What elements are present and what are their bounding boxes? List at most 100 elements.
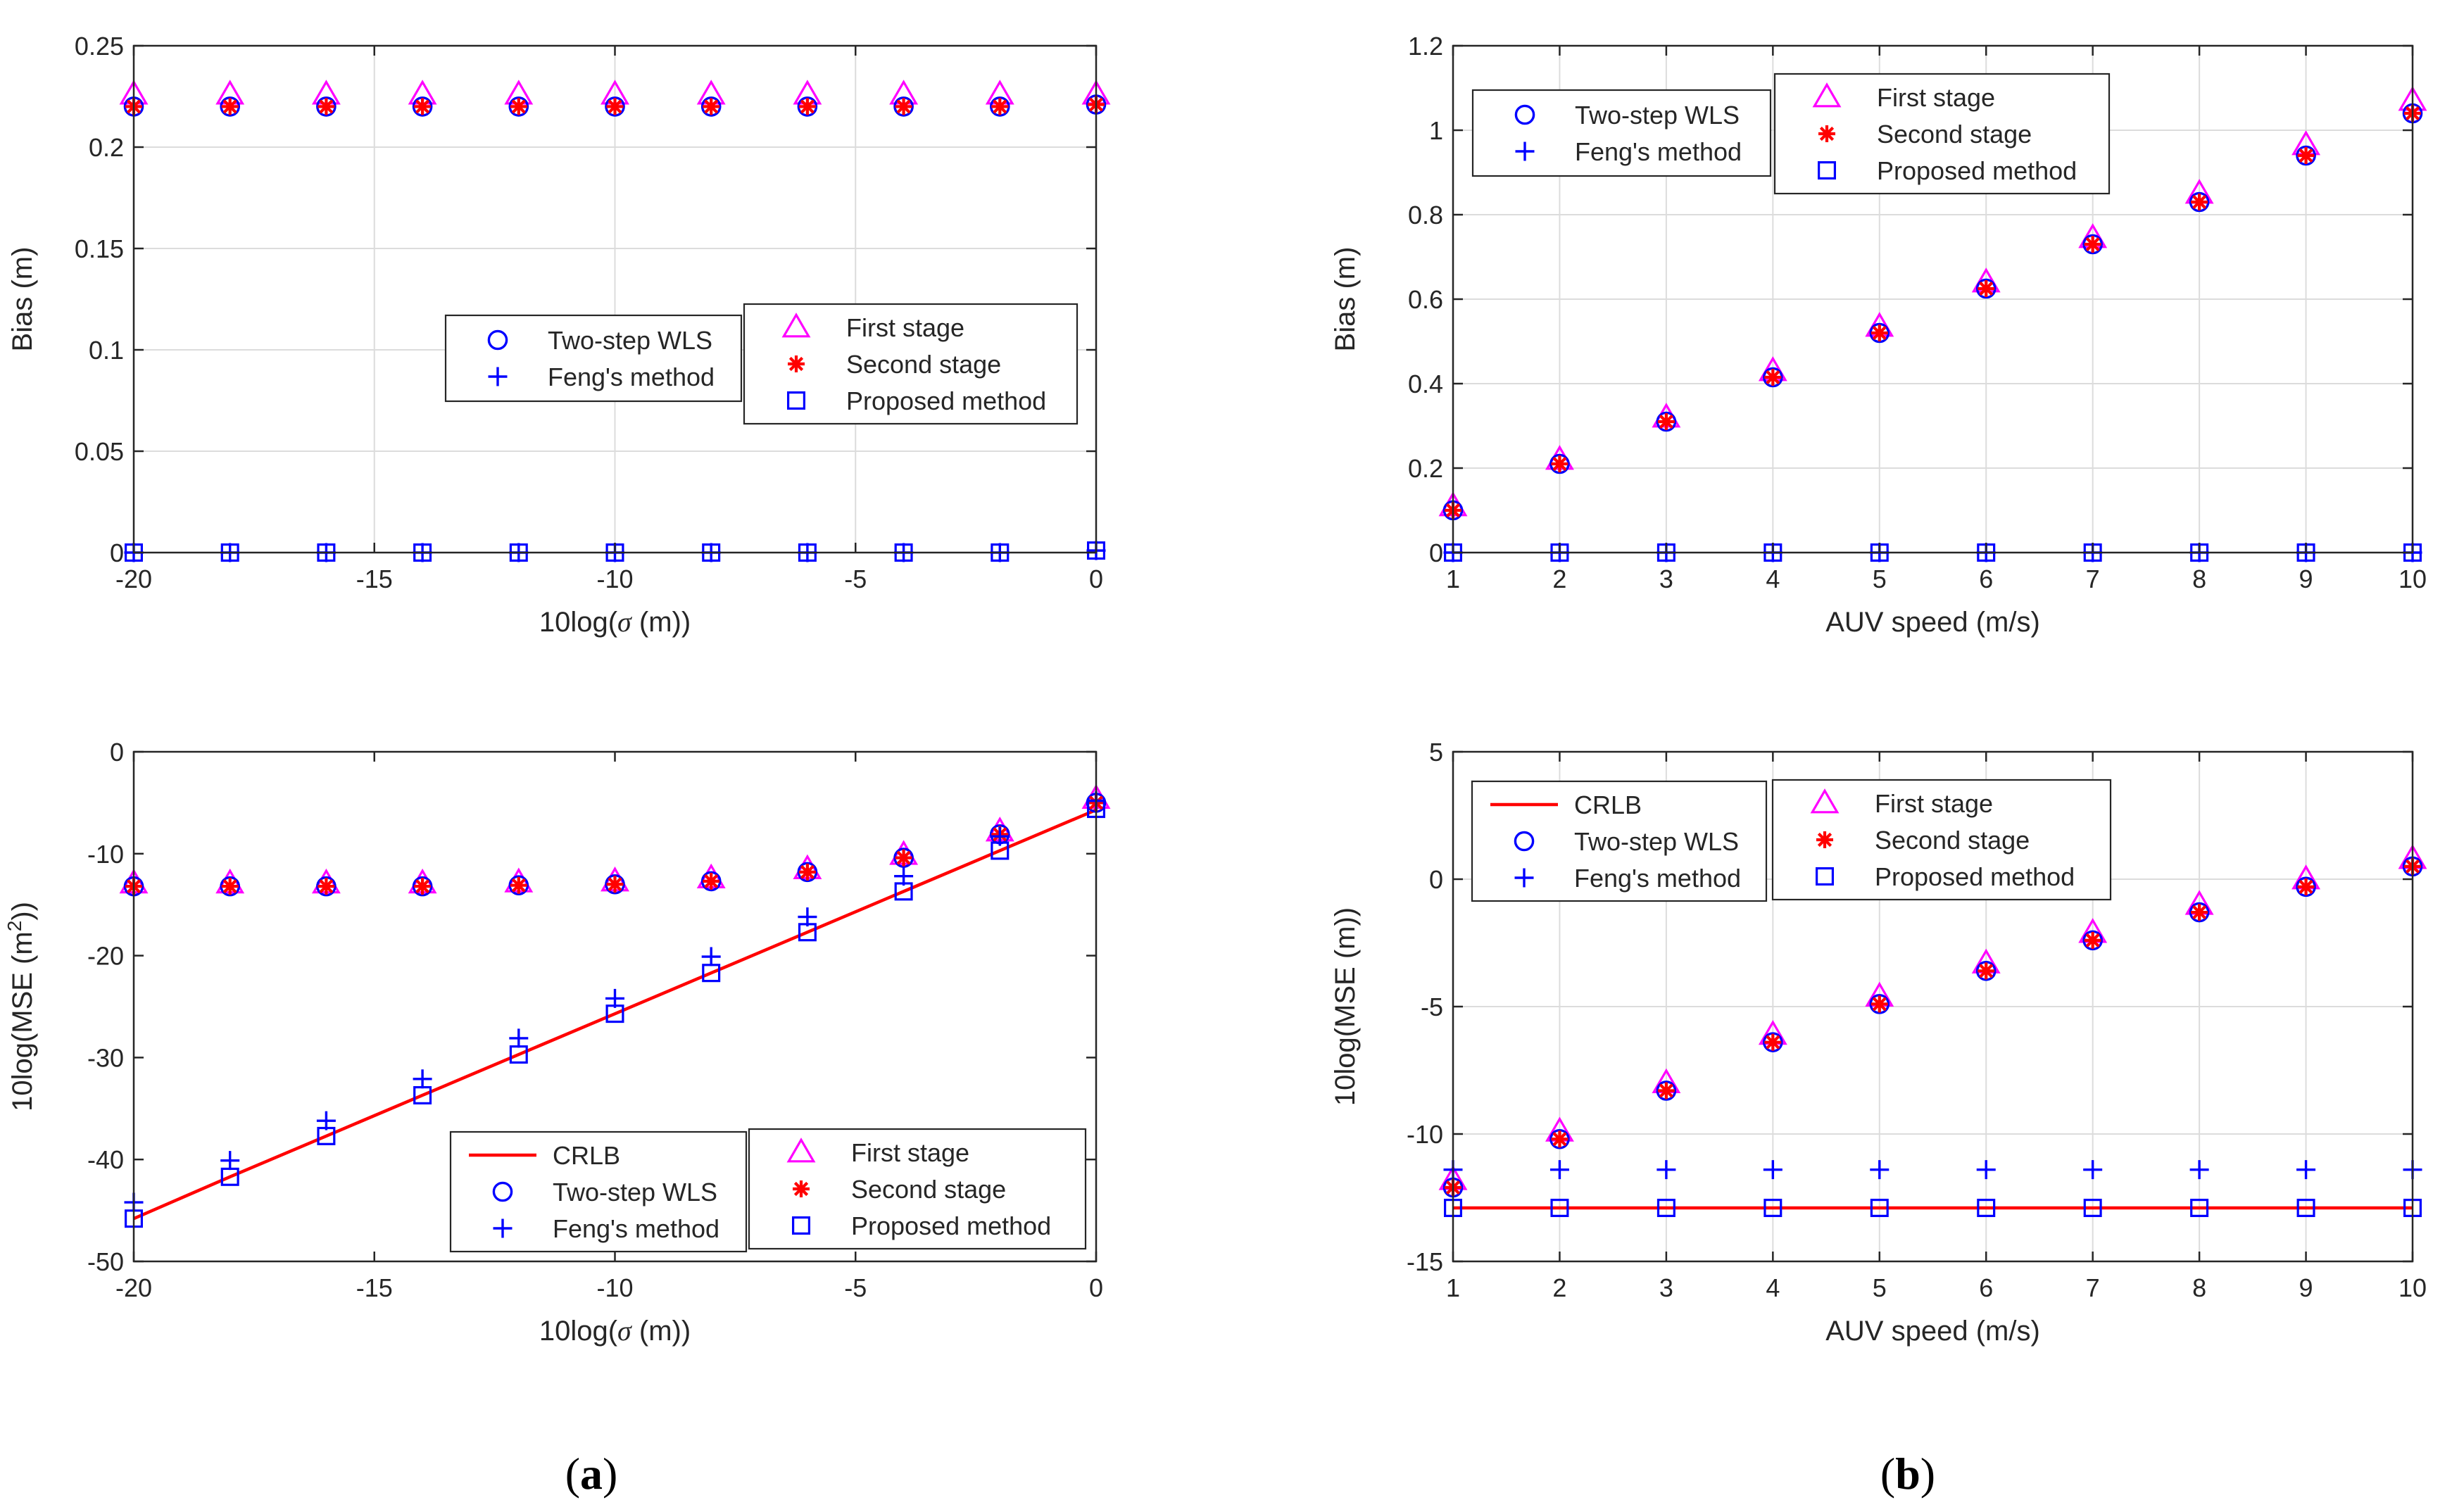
series-line-crlb xyxy=(133,808,1097,1221)
point-second_stage xyxy=(1978,962,1995,980)
legend-label: Second stage xyxy=(851,1175,1006,1204)
y-tick-label: 0 xyxy=(1429,865,1443,894)
point-two_step_wls xyxy=(220,876,241,897)
x-tick-label: 7 xyxy=(2086,565,2100,593)
y-tick-label: 1 xyxy=(1429,116,1443,145)
point-fengs_method xyxy=(2189,1160,2209,1180)
x-tick-label: 10 xyxy=(2398,565,2427,593)
legend-1: CRLB Two-step WLS Feng's method xyxy=(1471,780,1768,902)
y-tick-label: -50 xyxy=(87,1247,124,1276)
legend-marker-fengs_method xyxy=(488,367,508,386)
y-tick-label: 0.4 xyxy=(1408,370,1443,398)
point-second_stage xyxy=(510,98,527,115)
x-tick-label: 1 xyxy=(1446,1273,1460,1302)
point-fengs_method xyxy=(1870,1160,1890,1180)
legend-1: CRLB Two-step WLS Feng's method xyxy=(449,1130,748,1253)
legend-label: Two-step WLS xyxy=(553,1178,717,1207)
legend-marker-fengs_method xyxy=(493,1218,513,1238)
point-proposed_method xyxy=(509,1045,528,1064)
x-tick-label: -10 xyxy=(596,1273,633,1302)
point-second_stage xyxy=(317,98,335,115)
x-tick-label: 6 xyxy=(1979,1273,1993,1302)
legend-box xyxy=(1471,89,1772,177)
legend-marker-first_stage xyxy=(781,313,811,338)
point-second_stage xyxy=(798,98,816,115)
point-proposed_method xyxy=(2190,1198,2209,1217)
legend-label: Proposed method xyxy=(846,386,1046,415)
point-second_stage xyxy=(414,878,432,895)
legend-2: First stage Second stage Proposed method xyxy=(743,303,1079,425)
x-tick-label: -20 xyxy=(115,565,152,593)
point-two_step_wls xyxy=(700,871,722,892)
y-axis-label: 10log(MSE (m)) xyxy=(1330,907,1361,1106)
point-second_stage xyxy=(2191,904,2208,921)
caption-b-letter: b xyxy=(1895,1449,1920,1499)
legend-label: Second stage xyxy=(1875,826,2030,855)
point-two_step_wls xyxy=(1869,994,1890,1014)
legend-box xyxy=(449,1130,748,1253)
point-two_step_wls xyxy=(2296,145,2316,166)
legend-label: Second stage xyxy=(846,350,1001,379)
point-second_stage xyxy=(703,98,720,115)
point-proposed_method xyxy=(798,923,817,942)
point-two_step_wls xyxy=(508,875,529,895)
y-tick-label: 0 xyxy=(1429,538,1443,567)
legend-2: First stage Second stage Proposed method xyxy=(1773,73,2111,195)
x-tick-label: 10 xyxy=(2398,1273,2427,1302)
legend-marker-second_stage xyxy=(788,355,805,372)
point-proposed_method xyxy=(605,1004,624,1023)
point-second_stage xyxy=(895,849,912,867)
point-two_step_wls xyxy=(2082,930,2103,951)
y-axis-label: Bias (m) xyxy=(1330,247,1361,352)
legend-label: First stage xyxy=(1875,789,1993,818)
legend-label: Feng's method xyxy=(553,1214,719,1243)
point-two_step_wls xyxy=(2189,902,2210,923)
point-second_stage xyxy=(2084,236,2101,253)
point-two_step_wls xyxy=(1975,278,1997,299)
x-tick-label: 5 xyxy=(1873,565,1887,593)
y-tick-label: 0 xyxy=(110,538,124,567)
point-two_step_wls xyxy=(1763,1032,1783,1052)
point-second_stage xyxy=(1551,1130,1568,1148)
legend-marker-first_stage xyxy=(1810,788,1840,814)
legend-label: CRLB xyxy=(553,1141,620,1170)
y-tick-label: 0.05 xyxy=(75,437,124,466)
point-second_stage xyxy=(414,98,432,115)
legend-marker-two_step_wls xyxy=(1514,104,1535,125)
chart-b-bottom: 1 2 3 4 5 6 7 8 9 10 -15 -10 -5 0 5 AUV speed (m/s) 10lo… xyxy=(1330,738,2427,1347)
x-tick-label: 2 xyxy=(1552,1273,1566,1302)
point-proposed_method xyxy=(413,1085,432,1104)
legend-marker-fengs_method xyxy=(1514,868,1534,888)
point-second_stage xyxy=(1764,1033,1782,1051)
y-axis-label: 10log(MSE (m2)) xyxy=(4,902,39,1111)
point-two_step_wls xyxy=(797,96,818,117)
point-two_step_wls xyxy=(412,876,433,897)
point-two_step_wls xyxy=(1763,367,1783,388)
y-tick-label: -40 xyxy=(87,1145,124,1174)
point-two_step_wls xyxy=(412,96,433,117)
point-fengs_method xyxy=(2083,1160,2103,1180)
legend-marker-second_stage xyxy=(1818,125,1835,142)
x-tick-label: -15 xyxy=(356,565,393,593)
point-two_step_wls xyxy=(1549,453,1570,474)
y-tick-label: -5 xyxy=(1421,993,1443,1021)
legend-label: Proposed method xyxy=(1877,156,2077,185)
point-two_step_wls xyxy=(797,862,818,883)
point-second_stage xyxy=(895,98,912,115)
legend-1: Two-step WLS Feng's method xyxy=(1471,89,1772,177)
point-fengs_method xyxy=(1656,1160,1676,1180)
legend-2: First stage Second stage Proposed method xyxy=(1771,779,2112,901)
x-tick-label: 8 xyxy=(2192,565,2206,593)
x-tick-label: 0 xyxy=(1089,1273,1103,1302)
x-axis-label: AUV speed (m/s) xyxy=(1825,607,2040,638)
point-second_stage xyxy=(703,872,720,890)
point-fengs_method xyxy=(509,1028,529,1048)
point-proposed_method xyxy=(220,1167,239,1186)
point-second_stage xyxy=(798,863,816,881)
legend-2: First stage Second stage Proposed method xyxy=(748,1128,1087,1250)
legend-marker-fengs_method xyxy=(1515,141,1535,161)
series-two_step_wls xyxy=(123,793,1107,897)
y-tick-label: -30 xyxy=(87,1043,124,1072)
point-second_stage xyxy=(221,98,239,115)
